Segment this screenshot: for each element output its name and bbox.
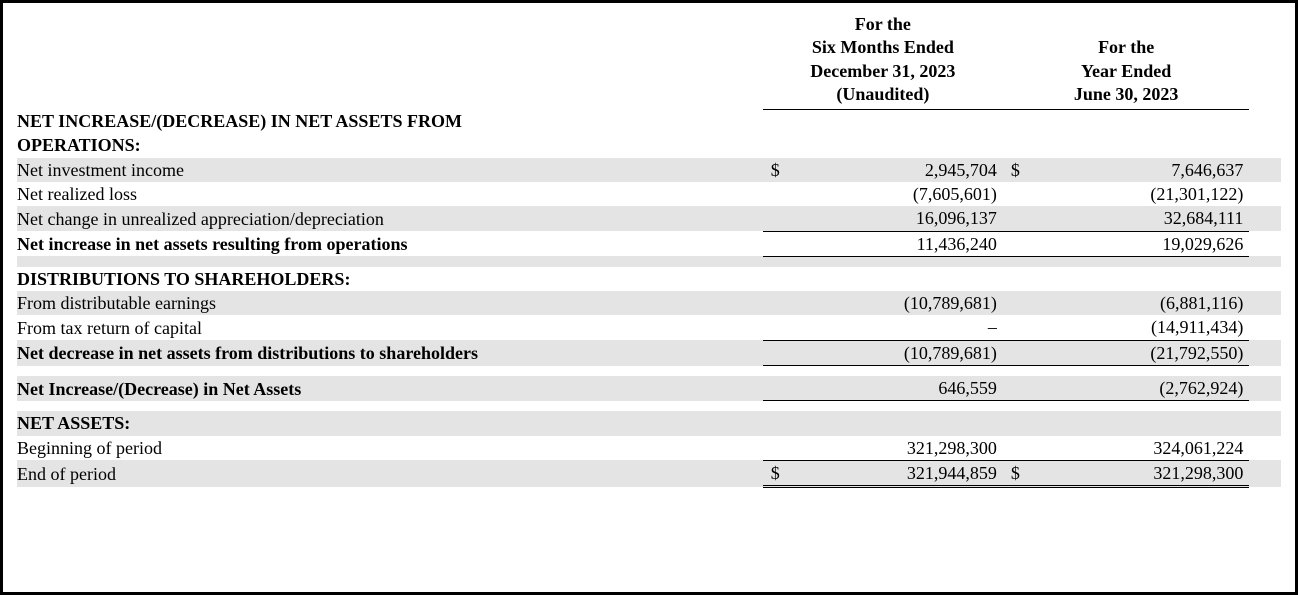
col2-header-line1: For the xyxy=(1098,37,1154,57)
row-label-nii: Net investment income xyxy=(17,158,763,182)
currency-symbol: $ xyxy=(1003,158,1041,182)
amount-cell: (21,792,550) xyxy=(1041,340,1250,365)
amount-cell: 32,684,111 xyxy=(1041,206,1250,231)
amount-cell: 321,298,300 xyxy=(1041,460,1250,486)
amount-cell: 19,029,626 xyxy=(1041,231,1250,256)
table-row: Net decrease in net assets from distribu… xyxy=(17,340,1281,365)
currency-symbol: $ xyxy=(763,158,801,182)
amount-cell: 2,945,704 xyxy=(801,158,1003,182)
row-label-nua: Net change in unrealized appreciation/de… xyxy=(17,206,763,231)
section-title-operations-l1: NET INCREASE/(DECREASE) IN NET ASSETS FR… xyxy=(17,109,763,133)
section-title-distributions: DISTRIBUTIONS TO SHAREHOLDERS: xyxy=(17,267,763,291)
amount-cell: 321,298,300 xyxy=(801,436,1003,461)
table-row: Net increase in net assets resulting fro… xyxy=(17,231,1281,256)
table-row: From tax return of capital – (14,911,434… xyxy=(17,315,1281,340)
amount-cell: (7,605,601) xyxy=(801,182,1003,206)
section-title-operations-l2: OPERATIONS: xyxy=(17,133,763,157)
table-row: Net change in unrealized appreciation/de… xyxy=(17,206,1281,231)
statement-of-changes-table: For the Six Months Ended December 31, 20… xyxy=(17,13,1281,488)
row-label-ops-total: Net increase in net assets resulting fro… xyxy=(17,231,763,256)
col1-header-line4: (Unaudited) xyxy=(836,84,929,104)
table-row: Beginning of period 321,298,300 324,061,… xyxy=(17,436,1281,461)
amount-cell: 16,096,137 xyxy=(801,206,1003,231)
column-header-period-1: For the Six Months Ended December 31, 20… xyxy=(763,13,1003,109)
row-label-netchg: Net Increase/(Decrease) in Net Assets xyxy=(17,376,763,401)
amount-cell: 11,436,240 xyxy=(801,231,1003,256)
row-label-de: From distributable earnings xyxy=(17,291,763,315)
amount-cell: 7,646,637 xyxy=(1041,158,1250,182)
col2-header-line3: June 30, 2023 xyxy=(1074,84,1179,104)
row-label-eop: End of period xyxy=(17,460,763,486)
row-label-nrl: Net realized loss xyxy=(17,182,763,206)
currency-symbol: $ xyxy=(763,460,801,486)
table-row: End of period $ 321,944,859 $ 321,298,30… xyxy=(17,460,1281,486)
table-row: Net realized loss (7,605,601) (21,301,12… xyxy=(17,182,1281,206)
col2-header-line2: Year Ended xyxy=(1081,61,1171,81)
section-title-net-assets: NET ASSETS: xyxy=(17,411,763,435)
amount-cell: – xyxy=(801,315,1003,340)
col1-header-line3: December 31, 2023 xyxy=(810,61,955,81)
amount-cell: 646,559 xyxy=(801,376,1003,401)
amount-cell: 321,944,859 xyxy=(801,460,1003,486)
amount-cell: (10,789,681) xyxy=(801,340,1003,365)
currency-symbol: $ xyxy=(1003,460,1041,486)
column-header-period-2: For the Year Ended June 30, 2023 xyxy=(1003,13,1249,109)
amount-cell: (10,789,681) xyxy=(801,291,1003,315)
col1-header-line1: For the xyxy=(855,14,911,34)
row-label-dist-total: Net decrease in net assets from distribu… xyxy=(17,340,763,365)
amount-cell: (2,762,924) xyxy=(1041,376,1250,401)
amount-cell: (21,301,122) xyxy=(1041,182,1250,206)
col1-header-line2: Six Months Ended xyxy=(812,37,954,57)
amount-cell: (14,911,434) xyxy=(1041,315,1250,340)
table-row: Net investment income $ 2,945,704 $ 7,64… xyxy=(17,158,1281,182)
row-label-trc: From tax return of capital xyxy=(17,315,763,340)
amount-cell: (6,881,116) xyxy=(1041,291,1250,315)
amount-cell: 324,061,224 xyxy=(1041,436,1250,461)
table-row: From distributable earnings (10,789,681)… xyxy=(17,291,1281,315)
table-row: Net Increase/(Decrease) in Net Assets 64… xyxy=(17,376,1281,401)
financial-statement-table: For the Six Months Ended December 31, 20… xyxy=(0,0,1298,595)
row-label-bop: Beginning of period xyxy=(17,436,763,461)
